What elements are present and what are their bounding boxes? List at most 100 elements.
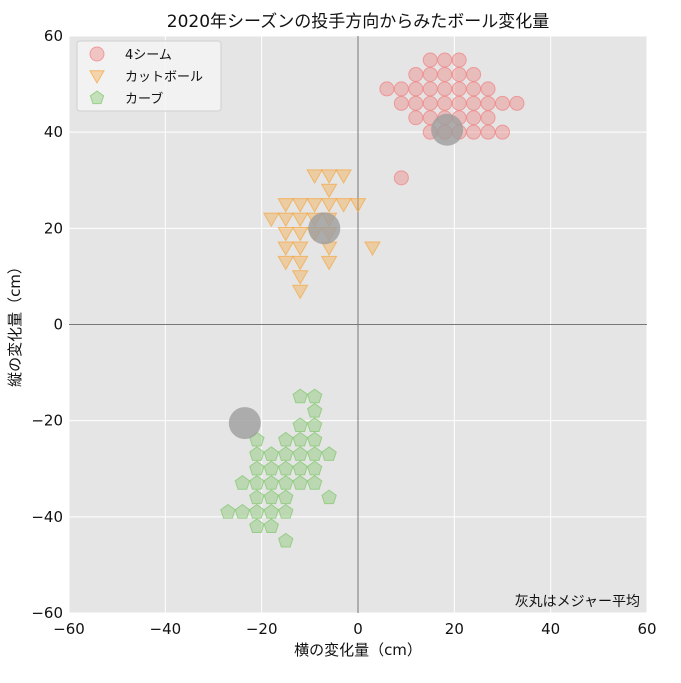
series-0-point [480,81,496,97]
series-0-point [408,66,424,82]
y-tick-label: 20 [44,219,63,237]
series-1-point [277,255,295,271]
series-1-point [262,212,280,228]
series-2-point [292,388,308,404]
x-axis-label: 横の変化量（cm） [294,641,422,659]
series-2-point [306,460,323,476]
series-0-point [509,95,525,111]
series-1-point [291,241,309,257]
series-0-point [393,81,409,97]
series-0-point [422,81,438,97]
y-tick-label: 0 [53,316,63,334]
x-tick-label: 40 [541,620,560,638]
series-0-point [466,124,482,140]
series-2-point [292,417,308,433]
series-0-point [451,81,467,97]
series-1-point [335,198,352,213]
mlb-average-markers [228,113,464,440]
series-0-point [393,170,409,186]
x-tick-label: 60 [637,620,656,638]
series-2-point [306,388,323,404]
y-tick-label: 60 [44,27,63,45]
zero-axis-lines [69,36,647,613]
mlb-average-point [228,407,261,440]
series-0-point [393,95,409,111]
series-2-point [263,475,280,490]
series-2-point [278,446,294,461]
series-2-point [263,489,280,505]
series-0-point [422,52,438,68]
series-0-point [495,95,510,111]
series-1-point [277,241,295,257]
mlb-average-point [308,212,341,245]
legend-marker-1 [89,70,105,85]
y-tick-label: 40 [44,123,63,141]
y-tick-label: −60 [31,604,63,622]
series-1-point [320,183,338,199]
series-2-point [249,503,265,519]
series-0-point [408,110,424,126]
series-2-point [263,503,280,519]
series-1-point [291,284,309,300]
series-1-point [277,227,295,242]
series-2-point [292,460,308,476]
series-2-point [249,460,265,476]
series-2-point [278,475,294,490]
series-1-point [306,198,324,213]
series-1-point [291,198,309,213]
series-2-point [306,417,323,433]
series-0-point [480,124,496,140]
series-2-point [278,489,294,505]
x-tick-label: −20 [246,620,278,638]
mlb-average-point [431,113,464,146]
series-1-point [320,198,338,213]
chart-title: 2020年シーズンの投手方向からみたボール変化量 [167,12,549,32]
series-2-point [292,431,308,447]
series-2-point [306,402,323,418]
series-0-point [495,124,510,140]
y-tick-label: −40 [31,508,63,526]
series-0-point [408,95,424,111]
series-0-point [437,95,453,111]
series-2-point [278,503,294,519]
series-0-point [437,52,453,68]
series-2-point [249,475,265,490]
series-0-point [422,95,438,111]
series-0-point [451,66,467,82]
series-2-point [306,446,323,461]
series-1-point [320,169,338,184]
series-1-point [277,212,295,228]
series-0-point [422,66,438,82]
series-2-point [263,460,280,476]
y-tick-labels: −60 −40 −20 0 20 40 60 [31,27,63,622]
series-2-point [321,446,337,461]
series-2-point [234,475,251,490]
annotation-note: 灰丸はメジャー平均 [515,594,640,610]
series-1-point [349,198,367,213]
x-tick-label: 20 [445,620,464,638]
series-2-point [292,475,308,490]
series-2-point [220,503,236,519]
x-tick-label: −60 [53,620,85,638]
series-2-point [306,431,323,447]
series-0-point [480,110,496,126]
series-0-point [379,81,395,97]
legend-label: 4シーム [125,48,172,63]
series-2-point [234,503,251,519]
legend-marker-0 [89,46,105,62]
series-0-point [466,66,482,82]
legend-label: カーブ [125,91,163,107]
series-1-point [277,198,295,213]
series-0-point [451,52,467,68]
y-tick-label: −20 [31,412,63,430]
series-2-point [263,446,280,461]
series-1-point [320,255,338,271]
series-2-point [306,475,323,490]
series-2-point [249,446,265,461]
series-1-point [291,212,309,228]
x-tick-label: −40 [150,620,182,638]
series-0-point [437,81,453,97]
series-2-point [321,489,337,505]
series-0-point [437,66,453,82]
